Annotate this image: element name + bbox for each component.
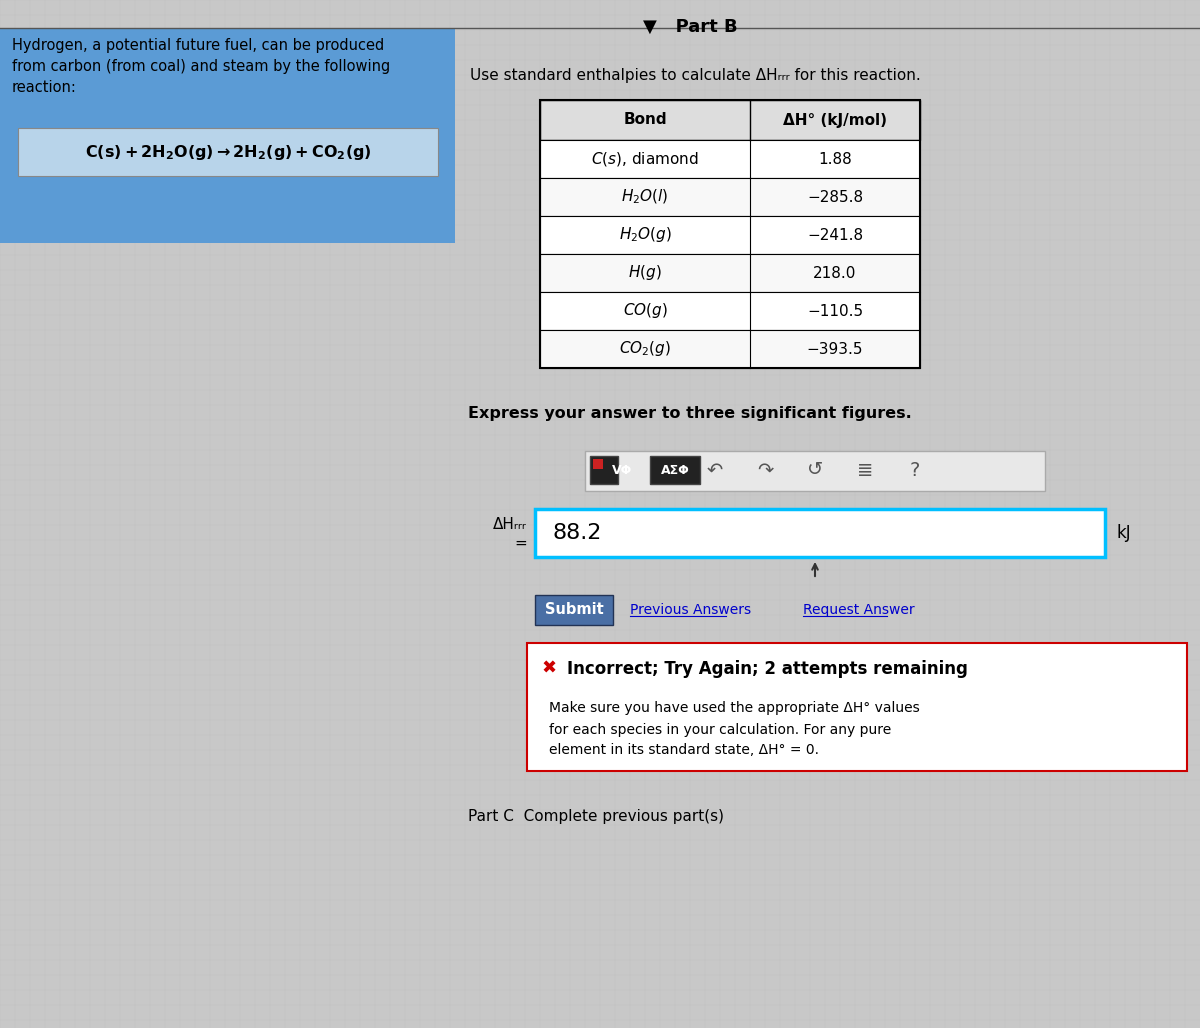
Bar: [540, 254, 920, 292]
Text: −110.5: −110.5: [806, 303, 863, 319]
Bar: [527, 642, 1187, 771]
Text: Incorrect; Try Again; 2 attempts remaining: Incorrect; Try Again; 2 attempts remaini…: [568, 660, 968, 678]
Bar: [18, 128, 438, 176]
Text: Express your answer to three significant figures.: Express your answer to three significant…: [468, 406, 912, 421]
Bar: [540, 178, 920, 216]
Text: −393.5: −393.5: [806, 341, 863, 357]
Bar: [540, 100, 920, 368]
Bar: [535, 595, 613, 625]
Text: −285.8: −285.8: [806, 189, 863, 205]
Text: ↷: ↷: [757, 461, 773, 479]
Bar: [0, 28, 455, 243]
Text: ▼   Part B: ▼ Part B: [643, 19, 737, 36]
Bar: [540, 140, 920, 178]
Bar: [540, 330, 920, 368]
Text: ↺: ↺: [806, 461, 823, 479]
Text: $C(s)$, diamond: $C(s)$, diamond: [592, 150, 698, 168]
Text: Bond: Bond: [623, 112, 667, 127]
Text: Hydrogen, a potential future fuel, can be produced
from carbon (from coal) and s: Hydrogen, a potential future fuel, can b…: [12, 38, 390, 95]
Text: AΣΦ: AΣΦ: [661, 464, 689, 477]
Text: 1.88: 1.88: [818, 151, 852, 167]
Text: Previous Answers: Previous Answers: [630, 603, 751, 617]
Bar: [650, 456, 700, 484]
Text: $H_2O(g)$: $H_2O(g)$: [618, 225, 672, 245]
Text: Request Answer: Request Answer: [803, 603, 914, 617]
Text: $\mathbf{C(s) + 2H_2O(g) \rightarrow 2H_2(g) + CO_2(g)}$: $\mathbf{C(s) + 2H_2O(g) \rightarrow 2H_…: [84, 143, 372, 161]
Bar: [540, 100, 920, 140]
Text: ΔH° (kJ/mol): ΔH° (kJ/mol): [784, 112, 887, 127]
Text: for each species in your calculation. For any pure: for each species in your calculation. Fo…: [550, 723, 892, 737]
Text: ↶: ↶: [707, 461, 724, 479]
Bar: [593, 458, 604, 469]
Text: Submit: Submit: [545, 602, 604, 618]
Text: Make sure you have used the appropriate ΔH° values: Make sure you have used the appropriate …: [550, 701, 919, 715]
Bar: [586, 451, 1045, 491]
Text: −241.8: −241.8: [806, 227, 863, 243]
Text: ≣: ≣: [857, 461, 874, 479]
Text: Part C  Complete previous part(s): Part C Complete previous part(s): [468, 809, 724, 824]
Bar: [540, 216, 920, 254]
Text: $CO_2(g)$: $CO_2(g)$: [619, 339, 671, 359]
Text: 88.2: 88.2: [553, 523, 602, 543]
Text: ΔHᵣᵣᵣ
=: ΔHᵣᵣᵣ =: [493, 517, 527, 551]
Text: ?: ?: [910, 461, 920, 479]
Text: $H(g)$: $H(g)$: [628, 263, 662, 283]
Text: ✖: ✖: [541, 660, 557, 678]
Bar: [540, 292, 920, 330]
Text: $H_2O(l)$: $H_2O(l)$: [622, 188, 668, 207]
Bar: [590, 456, 618, 484]
Text: $CO(g)$: $CO(g)$: [623, 301, 667, 321]
Text: kJ: kJ: [1117, 524, 1132, 542]
Text: VΦ: VΦ: [612, 464, 632, 477]
Text: element in its standard state, ΔH° = 0.: element in its standard state, ΔH° = 0.: [550, 743, 818, 757]
Text: 218.0: 218.0: [814, 265, 857, 281]
Bar: [535, 509, 1105, 557]
Text: Use standard enthalpies to calculate ΔHᵣᵣᵣ for this reaction.: Use standard enthalpies to calculate ΔHᵣ…: [470, 68, 920, 83]
